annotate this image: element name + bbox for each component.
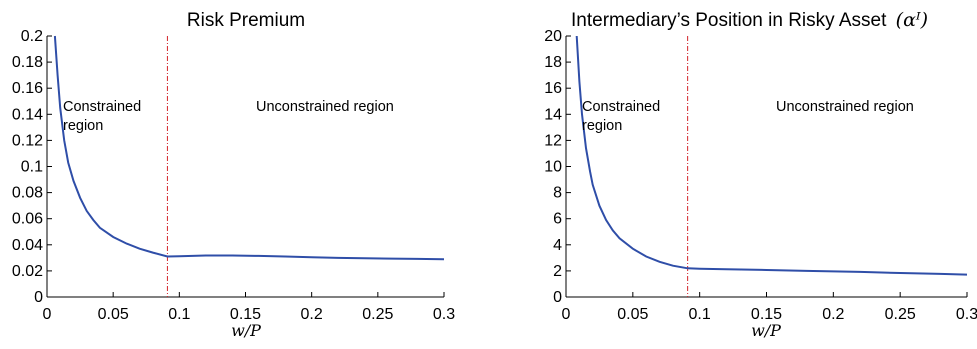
constrained-region-label: Constrained — [63, 99, 141, 115]
chart-title-text: Intermediary’s Position in Risky Asset — [571, 10, 887, 31]
x-tick-label: 0.2 — [301, 306, 323, 323]
y-ticks: 0 0.02 0.04 0.06 0.08 0.1 0.12 0.14 0.16 0.18 0.2 — [12, 28, 52, 306]
y-tick-label: 20 — [544, 28, 562, 45]
x-tick-label: 0.25 — [885, 306, 916, 323]
x-axis-label: w/P — [751, 321, 781, 340]
x-tick-label: 0.05 — [617, 306, 648, 323]
x-ticks: 0 0.05 0.1 0.15 0.2 0.25 0.3 — [562, 292, 977, 323]
y-tick-label: 0 — [34, 289, 43, 306]
y-tick-label: 0.12 — [12, 132, 43, 149]
intermediary-position-chart: Intermediary’s Position in Risky Asset (… — [544, 9, 977, 340]
x-tick-label: 0.15 — [751, 306, 782, 323]
x-tick-label: 0.15 — [230, 306, 261, 323]
x-ticks: 0 0.05 0.1 0.15 0.2 0.25 0.3 — [43, 292, 455, 323]
y-tick-label: 18 — [544, 54, 562, 71]
y-tick-label: 12 — [544, 132, 562, 149]
x-tick-label: 0.3 — [433, 306, 455, 323]
intermediary-position-line — [575, 35, 968, 276]
y-tick-label: 14 — [544, 106, 562, 123]
risk-premium-line — [53, 35, 445, 261]
y-tick-label: 0 — [553, 289, 562, 306]
x-tick-label: 0.1 — [689, 306, 711, 323]
y-tick-label: 0.18 — [12, 54, 43, 71]
y-tick-label: 8 — [553, 185, 562, 202]
chart-title-math: (αᴵ) — [896, 9, 928, 31]
y-tick-label: 0.08 — [12, 185, 43, 202]
x-tick-label: 0 — [562, 306, 571, 323]
y-tick-label: 0.04 — [12, 237, 43, 254]
unconstrained-region-label: Unconstrained region — [776, 99, 914, 115]
y-ticks: 0 2 4 6 8 10 12 14 16 18 20 — [544, 28, 571, 306]
y-tick-label: 0.14 — [12, 106, 43, 123]
chart-title: Intermediary’s Position in Risky Asset (… — [571, 9, 928, 31]
y-tick-label: 6 — [553, 211, 562, 228]
constrained-region-label: Constrained — [582, 99, 660, 115]
y-tick-label: 0.16 — [12, 80, 43, 97]
y-tick-label: 0.2 — [21, 28, 43, 45]
x-tick-label: 0.1 — [168, 306, 190, 323]
x-tick-label: 0.2 — [822, 306, 844, 323]
y-tick-label: 0.1 — [21, 159, 43, 176]
x-tick-label: 0.25 — [362, 306, 393, 323]
y-tick-label: 4 — [553, 237, 562, 254]
y-tick-label: 0.02 — [12, 263, 43, 280]
risk-premium-chart: Risk Premium 0 0.02 0.04 0.06 0.08 0.1 0.12 0.1… — [12, 10, 455, 340]
y-tick-label: 0.06 — [12, 211, 43, 228]
y-tick-label: 16 — [544, 80, 562, 97]
constrained-region-label-line2: region — [63, 118, 103, 134]
y-tick-label: 10 — [544, 159, 562, 176]
chart-title: Risk Premium — [187, 10, 305, 31]
x-tick-label: 0.3 — [956, 306, 977, 323]
constrained-region-label-line2: region — [582, 118, 622, 134]
unconstrained-region-label: Unconstrained region — [256, 99, 394, 115]
x-tick-label: 0.05 — [98, 306, 129, 323]
x-axis-label: w/P — [231, 321, 261, 340]
x-tick-label: 0 — [43, 306, 52, 323]
y-tick-label: 2 — [553, 263, 562, 280]
